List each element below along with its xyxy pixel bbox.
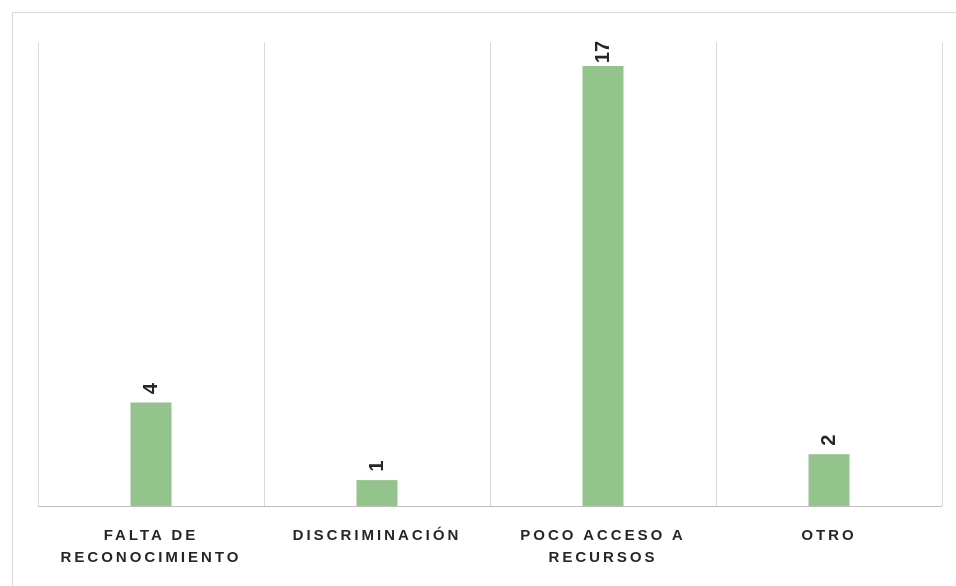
- bar: [582, 66, 624, 506]
- bar: [808, 454, 850, 506]
- category-label: RECURSOS: [548, 549, 657, 566]
- data-labels: 4 1 17 2: [140, 41, 840, 472]
- category-labels: FALTA DE RECONOCIMIENTO DISCRIMINACIÓN POCO…: [61, 526, 856, 566]
- category-label: OTRO: [801, 527, 856, 544]
- bar: [356, 480, 398, 506]
- category-label: FALTA DE: [104, 527, 199, 544]
- category-label: RECONOCIMIENTO: [61, 549, 242, 566]
- data-label: 1: [366, 461, 388, 472]
- category-label: POCO ACCESO A: [520, 527, 685, 544]
- data-label: 17: [592, 41, 614, 63]
- data-label: 4: [140, 382, 162, 394]
- chart-frame: [12, 12, 956, 586]
- category-label: DISCRIMINACIÓN: [293, 526, 462, 544]
- gridlines: [38, 42, 943, 507]
- bar: [130, 402, 172, 506]
- data-label: 2: [818, 435, 840, 446]
- bars: [130, 66, 850, 506]
